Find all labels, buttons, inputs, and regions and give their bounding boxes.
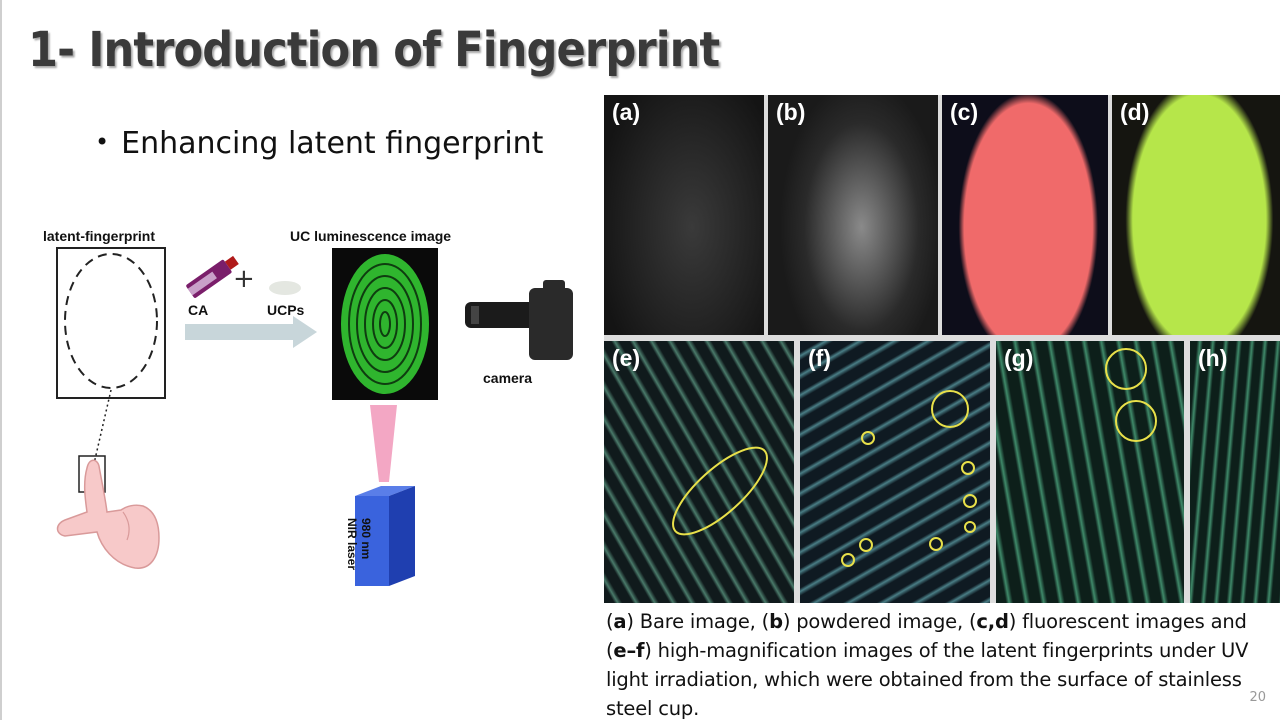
panel-d-label: (d) [1120, 99, 1150, 125]
panel-c: (c) [942, 95, 1108, 335]
panel-b-label: (b) [776, 99, 806, 125]
hand-icon [56, 459, 160, 569]
laser-label-line2: NIR laser [345, 518, 359, 571]
camera-label: camera [483, 370, 533, 386]
panel-g-annotation [1105, 348, 1157, 442]
ca-label: CA [188, 302, 209, 318]
fingerprint-enhancement-diagram: latent-fingerprint UC luminescence image… [35, 220, 595, 600]
slide-title: 1- Introduction of Fingerprint [28, 22, 720, 78]
panel-e-label: (e) [612, 345, 641, 371]
connector-line [92, 389, 112, 469]
slide-edge [0, 0, 2, 720]
laser-label-line1: 980 nm [359, 518, 373, 560]
uc-image-label: UC luminescence image [290, 228, 452, 244]
figure-caption: (a) Bare image, (b) powdered image, (c,d… [606, 610, 1249, 720]
latent-print-outline [64, 253, 158, 389]
bullet-icon: • [95, 128, 110, 156]
panel-b: (b) [768, 95, 938, 335]
diagram-graphics [56, 247, 573, 586]
camera-icon [465, 280, 573, 360]
nir-laser-icon [355, 486, 415, 586]
panel-f-annotation [841, 390, 977, 567]
process-arrow-icon [185, 316, 317, 348]
panel-f: (f) [800, 341, 990, 603]
uc-fingerprint-image [332, 248, 438, 400]
panel-e: (e) [604, 341, 794, 603]
laser-label: 980 nm NIR laser [345, 518, 373, 570]
panel-g: (g) [996, 341, 1184, 603]
panel-a-label: (a) [612, 99, 641, 125]
panel-h-label: (h) [1198, 345, 1228, 371]
bullet-text: Enhancing latent fingerprint [121, 126, 544, 161]
ucp-powder-icon [269, 281, 301, 295]
plus-sign: + [233, 264, 255, 294]
panel-e-annotation [672, 446, 768, 536]
ca-tube-icon [186, 255, 239, 298]
panel-d: (d) [1112, 95, 1280, 335]
latent-card [56, 247, 166, 399]
panel-a: (a) [604, 95, 764, 335]
ucps-label: UCPs [267, 302, 305, 318]
panel-h: (h) [1190, 341, 1280, 603]
panel-f-label: (f) [808, 345, 831, 371]
laser-beam [370, 405, 397, 482]
bullet-point: • Enhancing latent fingerprint [95, 126, 543, 161]
page-number: 20 [1249, 690, 1266, 705]
fingerprint-photo-grid: (a) (b) (c) (d) (e) (f) (g) [604, 95, 1280, 603]
latent-fingerprint-label: latent-fingerprint [43, 228, 155, 244]
panel-g-label: (g) [1004, 345, 1034, 371]
panel-c-label: (c) [950, 99, 979, 125]
